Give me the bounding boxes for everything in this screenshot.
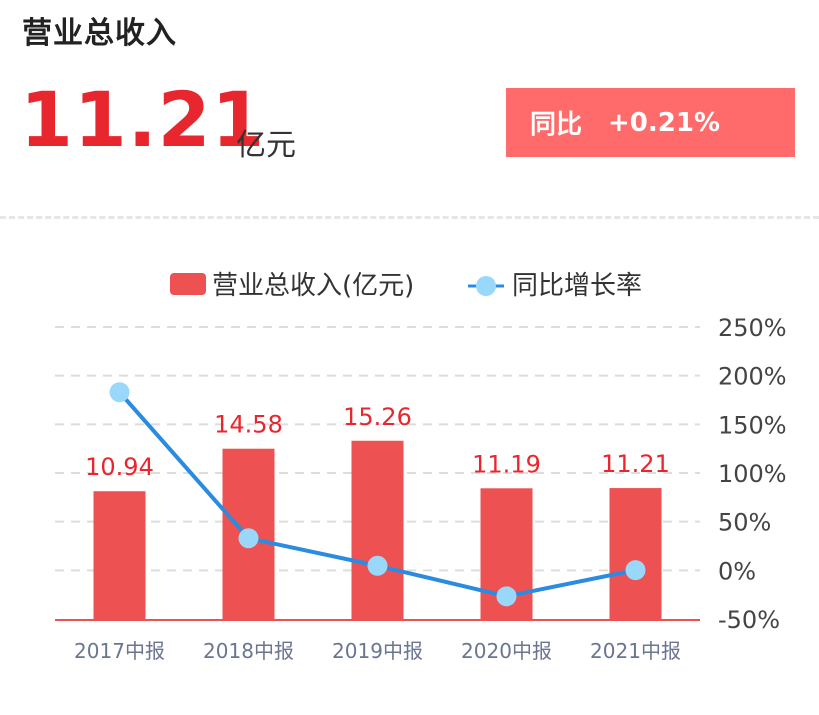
bottom-axis-ticks: 2017中报 2018中报 2019中报 2020中报 2021中报 — [74, 639, 681, 663]
right-tick-label: 0% — [718, 557, 756, 585]
right-tick-label: -50% — [718, 606, 780, 634]
bar-value-label: 11.21 — [601, 450, 670, 478]
category-label: 2020中报 — [461, 639, 552, 663]
revenue-value: 11.21 — [20, 75, 266, 164]
growth-rate-point — [238, 528, 259, 549]
chart-legend: 营业总收入(亿元) 同比增长率 — [170, 271, 642, 301]
legend-bar-swatch — [170, 273, 206, 295]
yoy-label: 同比 — [530, 110, 583, 140]
right-tick-label: 100% — [718, 460, 787, 488]
growth-rate-point — [625, 560, 646, 581]
bar-value-label: 11.19 — [472, 450, 541, 478]
yoy-badge: 同比 +0.21% — [506, 88, 795, 157]
growth-rate-point — [496, 586, 517, 607]
legend-line-label: 同比增长率 — [512, 271, 642, 301]
right-axis-ticks: 250% 200% 150% 100% 50% 0% -50% — [718, 314, 787, 634]
page-title: 营业总收入 — [22, 16, 177, 51]
right-tick-label: 250% — [718, 314, 787, 342]
growth-rate-points — [109, 382, 646, 607]
category-label: 2017中报 — [74, 639, 165, 663]
bar-value-label: 14.58 — [214, 411, 283, 439]
bar-value-label: 15.26 — [343, 403, 412, 431]
yoy-value: +0.21% — [608, 107, 721, 138]
right-tick-label: 150% — [718, 411, 787, 439]
right-tick-label: 50% — [718, 509, 771, 537]
revenue-unit: 亿元 — [236, 128, 296, 163]
bar-value-label: 10.94 — [85, 453, 154, 481]
right-tick-label: 200% — [718, 363, 787, 391]
legend-bar-label: 营业总收入(亿元) — [212, 271, 414, 301]
bar — [609, 488, 662, 619]
category-label: 2019中报 — [332, 639, 423, 663]
category-label: 2021中报 — [590, 639, 681, 663]
bar-value-labels: 10.94 14.58 15.26 11.19 11.21 — [85, 403, 670, 481]
growth-rate-point — [367, 555, 388, 576]
section-divider — [0, 216, 819, 219]
bar-series — [93, 440, 662, 619]
category-label: 2018中报 — [203, 639, 294, 663]
bar — [93, 491, 146, 619]
bar — [351, 440, 404, 619]
growth-rate-point — [109, 382, 130, 403]
legend-line-marker — [476, 276, 496, 296]
